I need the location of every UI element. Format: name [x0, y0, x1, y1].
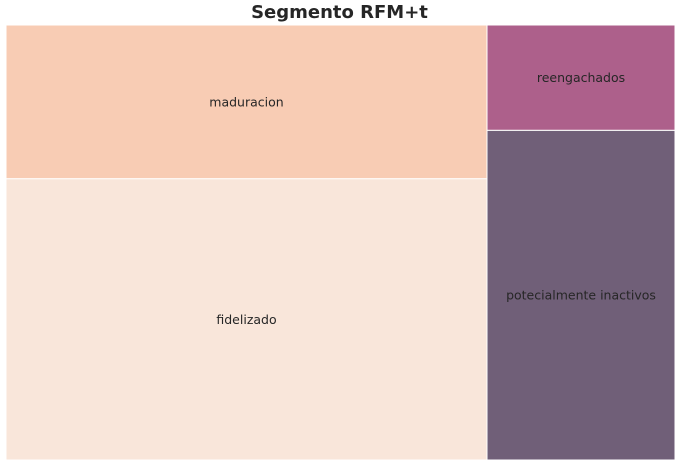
tile-maduracion [5, 24, 488, 180]
tile-label-potecialmente-inactivos: potecialmente inactivos [506, 288, 656, 303]
tile-potecialmente-inactivos [486, 129, 676, 461]
tile-reengachados [486, 24, 676, 131]
tile-label-maduracion: maduracion [209, 94, 283, 109]
tile-label-reengachados: reengachados [537, 70, 625, 85]
chart-title: Segmento RFM+t [251, 2, 428, 23]
tile-label-fidelizado: fidelizado [216, 312, 276, 327]
